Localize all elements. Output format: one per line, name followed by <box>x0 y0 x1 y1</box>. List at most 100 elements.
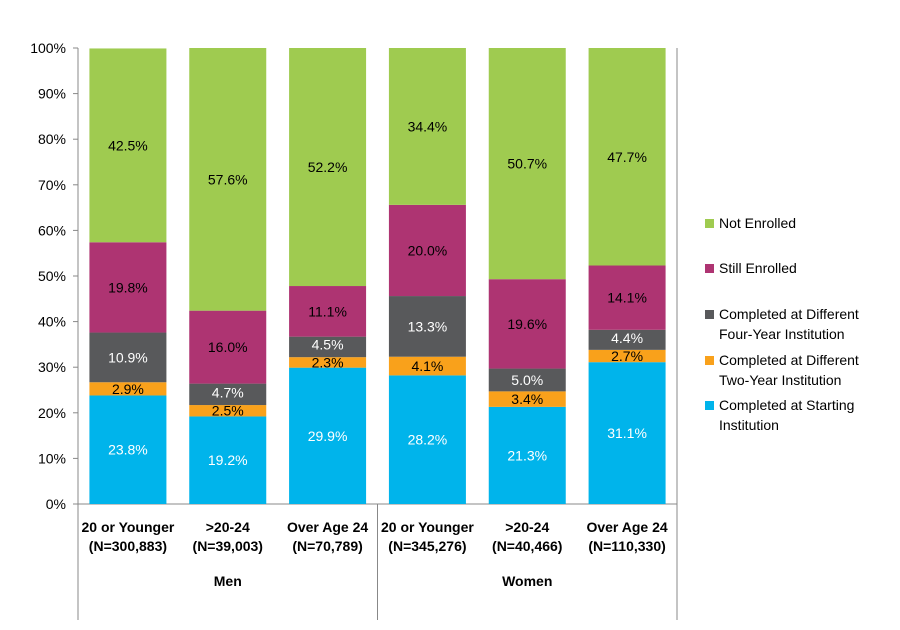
category-n-label: (N=110,330) <box>588 538 665 554</box>
category-label: 20 or Younger <box>381 519 474 535</box>
bar-segment <box>89 382 167 396</box>
bar-segment <box>588 349 666 363</box>
bar-segment <box>488 406 566 504</box>
data-label: 42.5% <box>108 137 148 153</box>
data-label: 20.0% <box>408 242 448 258</box>
category-label: 20 or Younger <box>81 519 174 535</box>
data-label: 4.1% <box>411 358 443 374</box>
data-label: 2.3% <box>312 354 344 370</box>
y-tick-label: 0% <box>46 496 66 512</box>
y-tick-label: 20% <box>38 405 66 421</box>
bar-segment <box>588 329 666 350</box>
legend-swatch <box>705 356 714 365</box>
y-tick-label: 80% <box>38 131 66 147</box>
y-tick-label: 30% <box>38 359 66 375</box>
y-tick-label: 40% <box>38 314 66 330</box>
category-label: >20-24 <box>505 519 549 535</box>
bar-segment <box>588 48 666 266</box>
bar-segment <box>89 395 167 504</box>
y-tick-label: 100% <box>30 40 66 56</box>
data-label: 2.5% <box>212 403 244 419</box>
category-label: Over Age 24 <box>586 519 667 535</box>
bar-segment <box>289 336 367 358</box>
bar-segment <box>488 368 566 392</box>
data-label: 2.7% <box>611 348 643 364</box>
legend-label: Institution <box>719 417 779 433</box>
bar-segment <box>488 279 566 369</box>
bar-segment <box>289 367 367 504</box>
legend-swatch <box>705 310 714 319</box>
legend-label: Completed at Starting <box>719 397 854 413</box>
data-label: 31.1% <box>607 425 647 441</box>
legend-swatch <box>705 401 714 410</box>
data-label: 4.7% <box>212 385 244 401</box>
bar-segment <box>488 391 566 407</box>
category-label: Over Age 24 <box>287 519 368 535</box>
bar-segment <box>189 48 267 311</box>
bar-segment <box>388 296 466 357</box>
legend-label: Still Enrolled <box>719 260 797 276</box>
bar-segment <box>89 48 167 243</box>
bar-segment <box>388 48 466 205</box>
bar-segment <box>89 332 167 383</box>
legend-swatch <box>705 264 714 273</box>
bar-segment <box>189 310 267 384</box>
data-label: 29.9% <box>308 428 348 444</box>
data-label: 47.7% <box>607 149 647 165</box>
bar-segment <box>388 204 466 297</box>
data-label: 19.8% <box>108 279 148 295</box>
bar-segment <box>488 48 566 280</box>
category-n-label: (N=345,276) <box>388 538 466 554</box>
bar-segment <box>189 383 267 406</box>
data-label: 23.8% <box>108 442 148 458</box>
data-label: 57.6% <box>208 171 248 187</box>
data-label: 2.9% <box>112 381 144 397</box>
bar-segment <box>388 356 466 376</box>
y-tick-label: 90% <box>38 86 66 102</box>
legend-label: Two-Year Institution <box>719 372 841 388</box>
bar-segment <box>388 375 466 504</box>
bar-segment <box>189 405 267 417</box>
category-n-label: (N=39,003) <box>193 538 263 554</box>
group-label: Men <box>214 573 242 589</box>
y-tick-label: 10% <box>38 450 66 466</box>
y-tick-label: 70% <box>38 177 66 193</box>
data-label: 10.9% <box>108 349 148 365</box>
bar-segment <box>289 357 367 368</box>
bar-segment <box>89 242 167 333</box>
legend-label: Not Enrolled <box>719 215 796 231</box>
bar-segment <box>588 265 666 330</box>
category-label: >20-24 <box>206 519 250 535</box>
bar-segment <box>189 416 267 504</box>
data-label: 3.4% <box>511 391 543 407</box>
legend-label: Four-Year Institution <box>719 326 845 342</box>
data-label: 13.3% <box>408 318 448 334</box>
y-tick-label: 60% <box>38 222 66 238</box>
data-label: 52.2% <box>308 159 348 175</box>
data-label: 11.1% <box>308 303 347 319</box>
y-tick-label: 50% <box>38 268 66 284</box>
legend-swatch <box>705 219 714 228</box>
bar-segment <box>289 48 367 287</box>
data-label: 19.6% <box>507 316 547 332</box>
data-label: 28.2% <box>408 432 448 448</box>
data-label: 50.7% <box>507 156 547 172</box>
data-label: 4.4% <box>611 330 643 346</box>
data-label: 5.0% <box>511 372 543 388</box>
legend-label: Completed at Different <box>719 352 859 368</box>
bar-segment <box>289 286 367 337</box>
data-label: 14.1% <box>607 290 647 306</box>
data-label: 16.0% <box>208 339 248 355</box>
legend-label: Completed at Different <box>719 306 859 322</box>
bar-segment <box>588 362 666 504</box>
data-label: 19.2% <box>208 452 248 468</box>
category-n-label: (N=70,789) <box>292 538 362 554</box>
data-label: 34.4% <box>408 118 448 134</box>
group-label: Women <box>502 573 552 589</box>
category-n-label: (N=300,883) <box>89 538 167 554</box>
category-n-label: (N=40,466) <box>492 538 562 554</box>
data-label: 4.5% <box>312 336 344 352</box>
data-label: 21.3% <box>507 447 547 463</box>
